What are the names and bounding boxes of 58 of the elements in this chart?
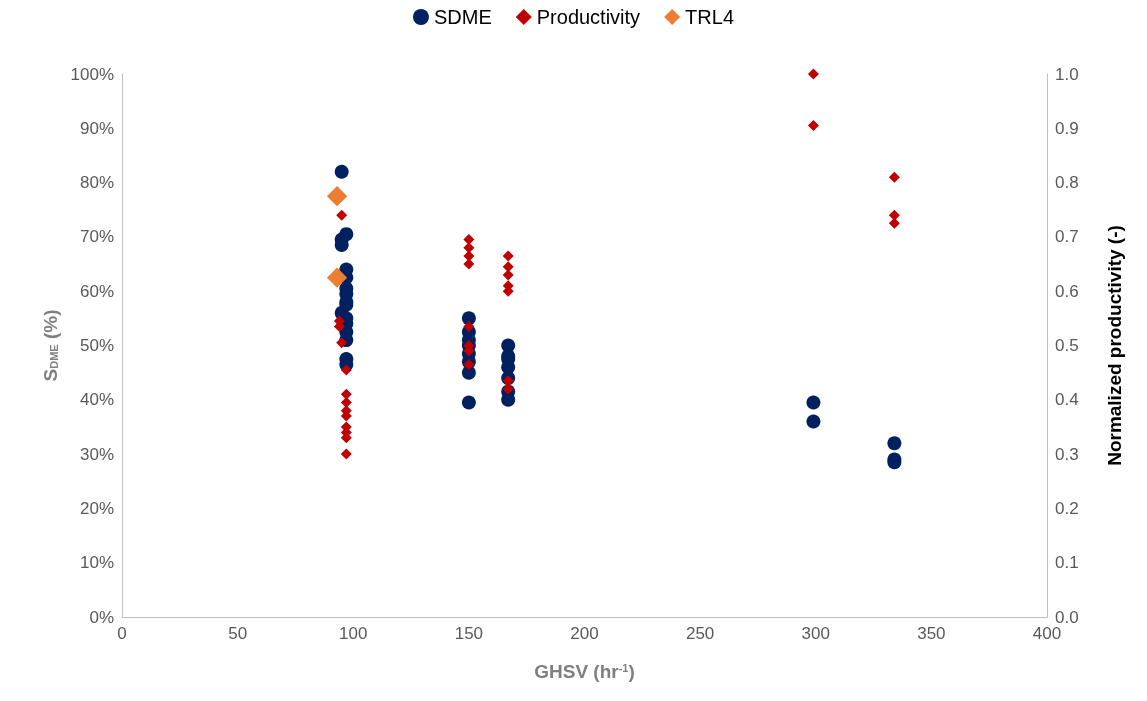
y2-tick-label: 0.7 — [1055, 227, 1079, 247]
point — [463, 320, 475, 332]
point — [502, 269, 514, 281]
y-tick-label: 80% — [79, 173, 114, 193]
point — [336, 209, 348, 221]
x-tick-label: 400 — [1032, 624, 1062, 643]
y-tick-label: 0% — [89, 607, 114, 627]
x-tick-label: 250 — [685, 624, 715, 643]
point — [326, 186, 348, 207]
x-tick-label: 50 — [228, 624, 248, 643]
y2-tick-label: 0.8 — [1055, 173, 1079, 193]
point — [888, 171, 900, 183]
point — [326, 267, 348, 288]
point — [339, 227, 354, 242]
y-axis-title: SDME (%) — [39, 309, 61, 382]
x-tick-label: 0 — [117, 624, 127, 643]
x-tick-label: 200 — [570, 624, 599, 643]
point — [461, 395, 476, 410]
y2-tick-label: 0.5 — [1055, 336, 1079, 355]
y-tick-label: 20% — [79, 498, 114, 518]
point — [806, 414, 821, 429]
point — [887, 436, 902, 451]
y-tick-label: 50% — [79, 336, 114, 355]
y2-tick-label: 0.3 — [1055, 444, 1079, 464]
point — [806, 395, 821, 410]
y2-tick-label: 0.2 — [1055, 498, 1079, 518]
point — [888, 209, 900, 221]
point — [334, 164, 349, 179]
y-tick-label: 30% — [79, 444, 114, 464]
x-tick-label: 350 — [917, 624, 946, 643]
y2-tick-label: 0.4 — [1055, 390, 1079, 410]
point — [340, 388, 352, 400]
y-tick-label: 60% — [79, 281, 114, 301]
y-tick-label: 90% — [79, 118, 114, 138]
y2-axis-title: Normalized productivity (-) — [1104, 225, 1125, 466]
y2-tick-label: 1.0 — [1055, 64, 1079, 84]
point — [807, 120, 819, 132]
point — [502, 250, 514, 262]
y2-tick-label: 0.1 — [1055, 553, 1079, 573]
y2-tick-label: 0.9 — [1055, 118, 1079, 138]
legend-label: TRL4 — [685, 6, 735, 28]
y-tick-label: 70% — [79, 227, 114, 247]
x-tick-label: 100 — [339, 624, 368, 643]
point — [463, 359, 475, 371]
legend-label: Productivity — [536, 6, 641, 28]
point — [336, 337, 348, 349]
y2-tick-label: 0.0 — [1055, 607, 1079, 627]
point — [807, 68, 819, 80]
point — [340, 364, 352, 376]
y-tick-label: 100% — [70, 64, 114, 84]
point — [340, 448, 352, 460]
x-tick-label: 300 — [801, 624, 830, 643]
x-tick-label: 150 — [454, 624, 484, 643]
y-tick-label: 40% — [79, 390, 114, 410]
legend-label: SDME — [433, 6, 492, 28]
y2-tick-label: 0.6 — [1055, 281, 1079, 301]
y-tick-label: 10% — [79, 553, 114, 573]
point — [502, 383, 514, 395]
